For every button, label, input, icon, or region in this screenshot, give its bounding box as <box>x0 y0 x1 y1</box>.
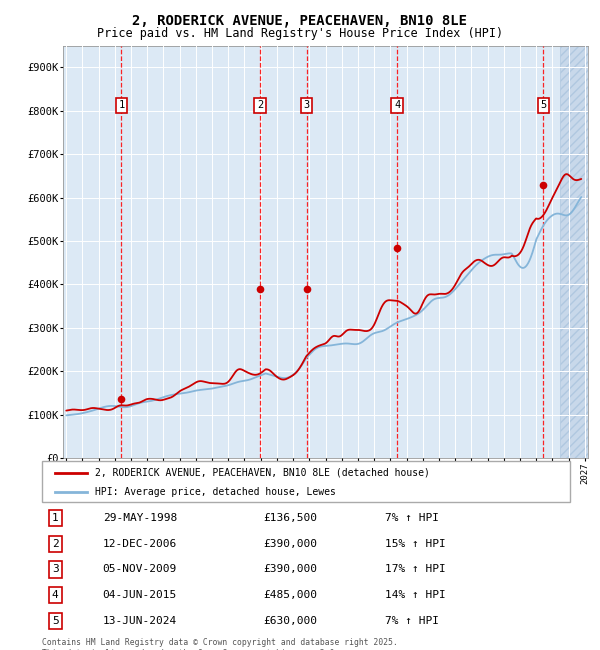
Text: 4: 4 <box>52 590 59 600</box>
Text: 4: 4 <box>394 100 400 110</box>
Text: 3: 3 <box>52 564 59 575</box>
Text: 05-NOV-2009: 05-NOV-2009 <box>103 564 177 575</box>
Bar <box>560 46 593 458</box>
Text: 04-JUN-2015: 04-JUN-2015 <box>103 590 177 600</box>
Bar <box>560 46 593 458</box>
FancyBboxPatch shape <box>42 462 570 502</box>
Text: 2: 2 <box>52 539 59 549</box>
Text: 14% ↑ HPI: 14% ↑ HPI <box>385 590 446 600</box>
Text: Price paid vs. HM Land Registry's House Price Index (HPI): Price paid vs. HM Land Registry's House … <box>97 27 503 40</box>
Text: £485,000: £485,000 <box>264 590 318 600</box>
Text: 1: 1 <box>118 100 125 110</box>
Text: £136,500: £136,500 <box>264 513 318 523</box>
Text: 12-DEC-2006: 12-DEC-2006 <box>103 539 177 549</box>
Text: 3: 3 <box>304 100 310 110</box>
Text: 7% ↑ HPI: 7% ↑ HPI <box>385 616 439 626</box>
Text: HPI: Average price, detached house, Lewes: HPI: Average price, detached house, Lewe… <box>95 487 335 497</box>
Text: 2, RODERICK AVENUE, PEACEHAVEN, BN10 8LE: 2, RODERICK AVENUE, PEACEHAVEN, BN10 8LE <box>133 14 467 29</box>
Text: 5: 5 <box>52 616 59 626</box>
Text: 29-MAY-1998: 29-MAY-1998 <box>103 513 177 523</box>
Text: 5: 5 <box>541 100 547 110</box>
Text: 15% ↑ HPI: 15% ↑ HPI <box>385 539 446 549</box>
Text: 17% ↑ HPI: 17% ↑ HPI <box>385 564 446 575</box>
Text: 2, RODERICK AVENUE, PEACEHAVEN, BN10 8LE (detached house): 2, RODERICK AVENUE, PEACEHAVEN, BN10 8LE… <box>95 468 430 478</box>
Text: £390,000: £390,000 <box>264 564 318 575</box>
Text: Contains HM Land Registry data © Crown copyright and database right 2025.
This d: Contains HM Land Registry data © Crown c… <box>42 638 398 650</box>
Text: 13-JUN-2024: 13-JUN-2024 <box>103 616 177 626</box>
Text: £630,000: £630,000 <box>264 616 318 626</box>
Text: 2: 2 <box>257 100 263 110</box>
Text: 1: 1 <box>52 513 59 523</box>
Text: 7% ↑ HPI: 7% ↑ HPI <box>385 513 439 523</box>
Text: £390,000: £390,000 <box>264 539 318 549</box>
